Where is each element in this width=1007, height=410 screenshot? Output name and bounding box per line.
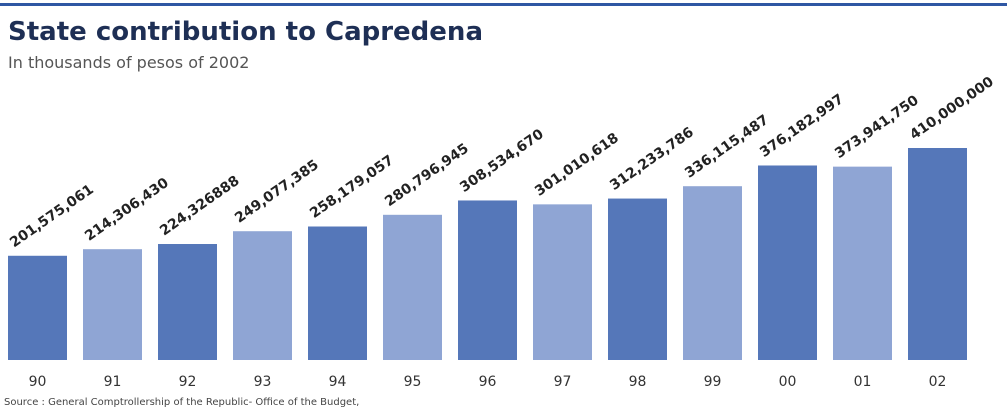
x-tick-label: 95 [404,374,422,390]
value-label: 301,010,618 [532,130,622,199]
bar [683,186,742,360]
bar [908,148,967,360]
value-label: 312,233,786 [607,124,697,193]
bar [608,198,667,360]
x-tick-label: 93 [254,374,272,390]
x-tick-label: 90 [29,374,47,390]
value-label: 214,306,430 [82,175,172,245]
bar [758,165,817,360]
bar [458,200,517,360]
x-tick-label: 97 [554,374,572,390]
source-note: Source : General Comptrollership of the … [4,397,359,408]
x-tick-label: 02 [929,374,947,390]
chart-subtitle: In thousands of pesos of 2002 [8,53,249,72]
x-tick-label: 99 [704,374,722,390]
value-label: 410,000,000 [907,74,997,144]
x-tick-label: 01 [854,374,872,390]
bar [158,244,217,360]
x-tick-label: 96 [479,374,497,390]
value-label: 224,326888 [157,173,242,239]
bar [83,249,142,360]
value-label: 258,179,057 [307,152,397,221]
bar [383,214,442,360]
bar [233,231,292,360]
chart-title: State contribution to Capredena [8,17,483,47]
bar [308,226,367,360]
value-label: 280,796,945 [382,141,472,210]
x-tick-label: 94 [329,374,347,390]
value-label: 249,077,385 [232,157,322,226]
x-tick-label: 00 [779,374,797,390]
bar [8,255,67,360]
top-rule [0,3,1007,6]
x-tick-label: 91 [104,374,122,390]
value-label: 201,575,061 [7,182,97,251]
x-tick-label: 98 [629,374,647,390]
bar [833,166,892,360]
x-tick-label: 92 [179,374,197,390]
bar [533,204,592,360]
